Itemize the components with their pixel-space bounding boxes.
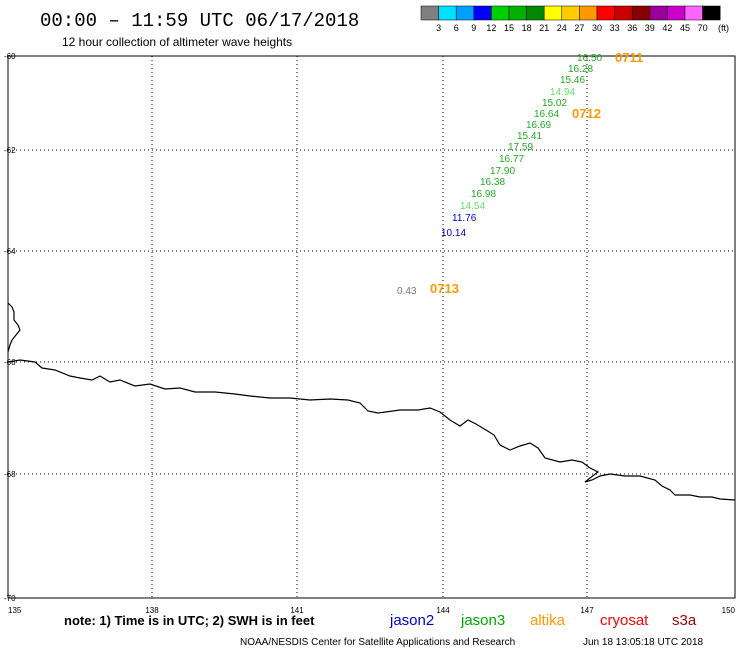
pass-time: 0712 [572, 106, 601, 121]
lat-label: -62 [4, 146, 16, 155]
legend-swatch [508, 5, 527, 21]
swh-value: 17.90 [490, 166, 515, 177]
swh-value: 11.76 [452, 213, 477, 224]
legend-label: 42 [662, 23, 672, 33]
graticule [8, 56, 735, 598]
legend-swatch [702, 5, 721, 21]
swh-value: 16.98 [471, 189, 496, 200]
legend-unit: (ft) [718, 23, 729, 33]
swh-value: 15.46 [560, 75, 585, 86]
satellite-legend: jason2 jason3 altika cryosat s3a [389, 612, 697, 629]
lon-label: 147 [580, 606, 594, 615]
lat-label: -60 [4, 52, 16, 61]
lat-label: -66 [4, 358, 16, 367]
legend-label: 70 [698, 23, 708, 33]
pass-times: 0711 0712 0713 [430, 50, 643, 296]
swh-value: 16.50 [577, 53, 602, 64]
satellite-s3a: s3a [672, 612, 697, 629]
lat-label: -68 [4, 470, 16, 479]
swh-value: 10.14 [441, 228, 466, 239]
swh-value: 17.59 [508, 142, 533, 153]
legend-swatch [491, 5, 510, 21]
legend-label: 33 [610, 23, 620, 33]
legend-label: 27 [574, 23, 584, 33]
wave-observations: 16.5016.2815.4614.9415.0216.6416.6915.41… [397, 53, 602, 297]
legend-swatch [561, 5, 580, 21]
legend-swatch [667, 5, 686, 21]
legend-label: 36 [627, 23, 637, 33]
lon-label: 138 [145, 606, 159, 615]
credit: NOAA/NESDIS Center for Satellite Applica… [240, 637, 515, 648]
legend-label: 18 [522, 23, 532, 33]
antarctic-coastline [7, 302, 736, 501]
satellite-cryosat: cryosat [600, 612, 649, 629]
swh-value: 0.43 [397, 286, 417, 297]
legend-label: 3 [436, 23, 441, 33]
legend-swatch [420, 5, 439, 21]
footnote: note: 1) Time is in UTC; 2) SWH is in fe… [64, 613, 315, 628]
legend-swatch [543, 5, 563, 21]
lon-label: 144 [436, 606, 450, 615]
legend-label: 9 [471, 23, 476, 33]
pass-time: 0713 [430, 281, 459, 296]
legend-swatch [684, 5, 703, 21]
color-legend: 3 6 9 12 15 18 21 24 27 30 33 36 39 42 45 70 (ft) [420, 5, 729, 33]
satellite-jason2: jason2 [389, 612, 434, 629]
map-frame [7, 55, 736, 599]
legend-swatch [596, 5, 615, 21]
legend-label: 15 [504, 23, 514, 33]
legend-swatch [631, 5, 651, 21]
legend-label: 21 [539, 23, 549, 33]
legend-swatch [455, 5, 475, 21]
lat-label: -70 [4, 594, 16, 603]
pass-time: 0711 [615, 50, 643, 65]
lon-label: 135 [8, 606, 22, 615]
lon-label: 150 [722, 606, 736, 615]
legend-swatch [438, 5, 457, 21]
legend-label: 45 [680, 23, 690, 33]
swh-value: 16.28 [568, 64, 593, 75]
satellite-altika: altika [530, 612, 566, 629]
swh-value: 16.69 [526, 120, 551, 131]
legend-label: 39 [645, 23, 655, 33]
legend-label: 24 [557, 23, 567, 33]
timestamp: Jun 18 13:05:18 UTC 2018 [583, 637, 704, 648]
legend-label: 12 [486, 23, 496, 33]
axis-labels: -60 -62 -64 -66 -68 -70 135 138 141 144 147 150 [4, 52, 736, 615]
swh-value: 15.41 [517, 131, 542, 142]
legend-swatch [649, 5, 668, 21]
swh-value: 16.77 [499, 154, 524, 165]
satellite-jason3: jason3 [460, 612, 505, 629]
map-subtitle: 12 hour collection of altimeter wave hei… [62, 35, 292, 49]
legend-label: 30 [592, 23, 602, 33]
legend-swatch [473, 5, 492, 21]
swh-value: 14.54 [460, 201, 485, 212]
map-title: 00:00 – 11:59 UTC 06/17/2018 [40, 10, 359, 32]
legend-swatch [526, 5, 545, 21]
swh-value: 16.38 [480, 177, 505, 188]
lon-label: 141 [290, 606, 304, 615]
swh-value: 16.64 [534, 109, 559, 120]
legend-swatch [579, 5, 598, 21]
legend-label: 6 [454, 23, 459, 33]
legend-swatch [614, 5, 633, 21]
swh-value: 14.94 [550, 87, 575, 98]
swh-value: 15.02 [542, 98, 567, 109]
lat-label: -64 [4, 247, 16, 256]
